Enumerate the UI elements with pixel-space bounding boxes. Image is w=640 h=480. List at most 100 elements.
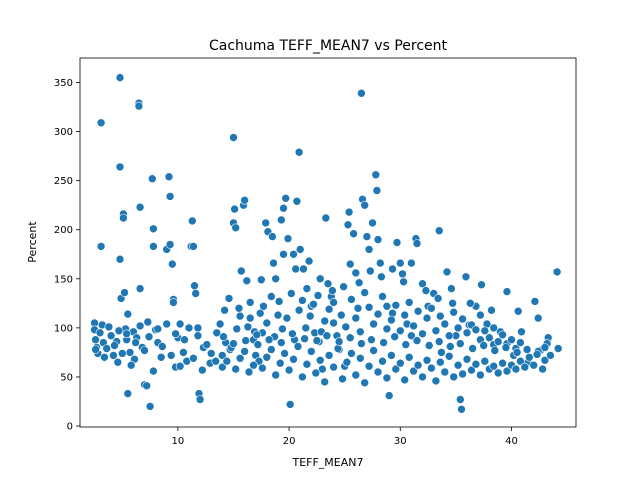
data-point	[329, 318, 338, 328]
data-point	[489, 323, 499, 333]
data-point	[378, 356, 387, 366]
data-point	[230, 204, 239, 214]
data-point	[517, 327, 526, 337]
data-point	[324, 304, 334, 314]
data-point	[262, 318, 272, 328]
data-point	[273, 310, 283, 320]
data-point	[546, 351, 555, 360]
data-point	[279, 250, 288, 259]
data-point	[431, 376, 441, 386]
data-point	[293, 342, 303, 351]
data-point	[126, 360, 136, 370]
data-point	[115, 254, 125, 264]
y-axis: 0 50 100 150 200 250 300 350	[54, 78, 80, 433]
data-point	[355, 353, 365, 363]
data-point	[298, 372, 307, 382]
data-point	[102, 344, 111, 353]
data-point	[502, 366, 512, 376]
data-point	[110, 341, 119, 350]
data-point	[373, 235, 383, 244]
data-point	[266, 292, 276, 301]
data-point	[125, 348, 135, 357]
data-point	[100, 352, 109, 362]
data-point	[198, 365, 207, 375]
data-point	[158, 342, 167, 351]
data-point	[283, 234, 293, 243]
chart-title: Cachuma TEFF_MEAN7 vs Percent	[209, 38, 448, 54]
data-point	[367, 335, 376, 345]
data-point	[409, 321, 418, 331]
data-point	[131, 338, 140, 347]
data-point	[104, 322, 114, 332]
data-point	[336, 310, 346, 320]
data-point	[511, 364, 521, 374]
data-point	[364, 361, 374, 371]
data-point	[457, 404, 466, 414]
data-point	[427, 363, 436, 373]
data-point	[232, 324, 242, 334]
data-point	[113, 357, 123, 367]
data-point	[334, 337, 344, 346]
data-point	[193, 331, 203, 341]
data-point	[301, 323, 311, 333]
data-point	[294, 147, 304, 157]
data-point	[493, 368, 503, 378]
data-point	[189, 353, 198, 363]
data-point	[455, 395, 465, 404]
data-point	[355, 327, 365, 337]
data-point	[175, 319, 185, 329]
data-point	[412, 239, 422, 248]
data-point	[431, 326, 441, 336]
data-point	[220, 305, 229, 315]
data-point	[407, 331, 416, 341]
data-point	[462, 354, 472, 364]
data-point	[122, 329, 131, 339]
data-point	[289, 354, 298, 364]
data-point	[274, 297, 284, 306]
x-tick-label: 20	[283, 436, 296, 447]
data-point	[269, 258, 278, 268]
data-point	[351, 370, 361, 380]
data-point	[458, 369, 467, 379]
data-point	[329, 362, 338, 372]
data-point	[552, 267, 562, 277]
data-point	[156, 352, 166, 362]
data-point	[493, 337, 503, 346]
data-point	[444, 331, 454, 341]
data-point	[258, 363, 267, 373]
data-point	[298, 296, 307, 305]
data-point	[349, 229, 358, 238]
data-point	[134, 101, 144, 111]
data-point	[422, 313, 432, 323]
data-point	[328, 286, 337, 295]
data-point	[281, 194, 291, 203]
data-point	[540, 343, 550, 352]
data-point	[409, 366, 418, 376]
data-point	[347, 295, 356, 304]
data-point	[286, 289, 296, 298]
data-point	[135, 202, 145, 212]
y-tick-label: 50	[60, 372, 73, 383]
data-point	[453, 360, 463, 370]
data-point	[315, 274, 325, 284]
data-point	[195, 395, 205, 404]
data-point	[291, 264, 301, 274]
data-point	[237, 266, 246, 276]
data-point	[321, 213, 331, 223]
data-point	[245, 313, 255, 323]
data-point	[453, 323, 463, 333]
data-point	[445, 342, 455, 351]
data-point	[231, 364, 240, 374]
data-point	[266, 345, 276, 354]
data-point	[390, 332, 400, 342]
plot-frame	[79, 57, 577, 428]
data-point	[391, 300, 401, 310]
data-point	[424, 341, 434, 350]
data-point	[165, 192, 175, 201]
data-point	[512, 348, 522, 357]
data-point	[202, 340, 212, 349]
data-point	[240, 196, 249, 205]
data-point	[285, 400, 295, 409]
data-point	[289, 250, 298, 259]
y-tick-label: 350	[54, 78, 73, 89]
